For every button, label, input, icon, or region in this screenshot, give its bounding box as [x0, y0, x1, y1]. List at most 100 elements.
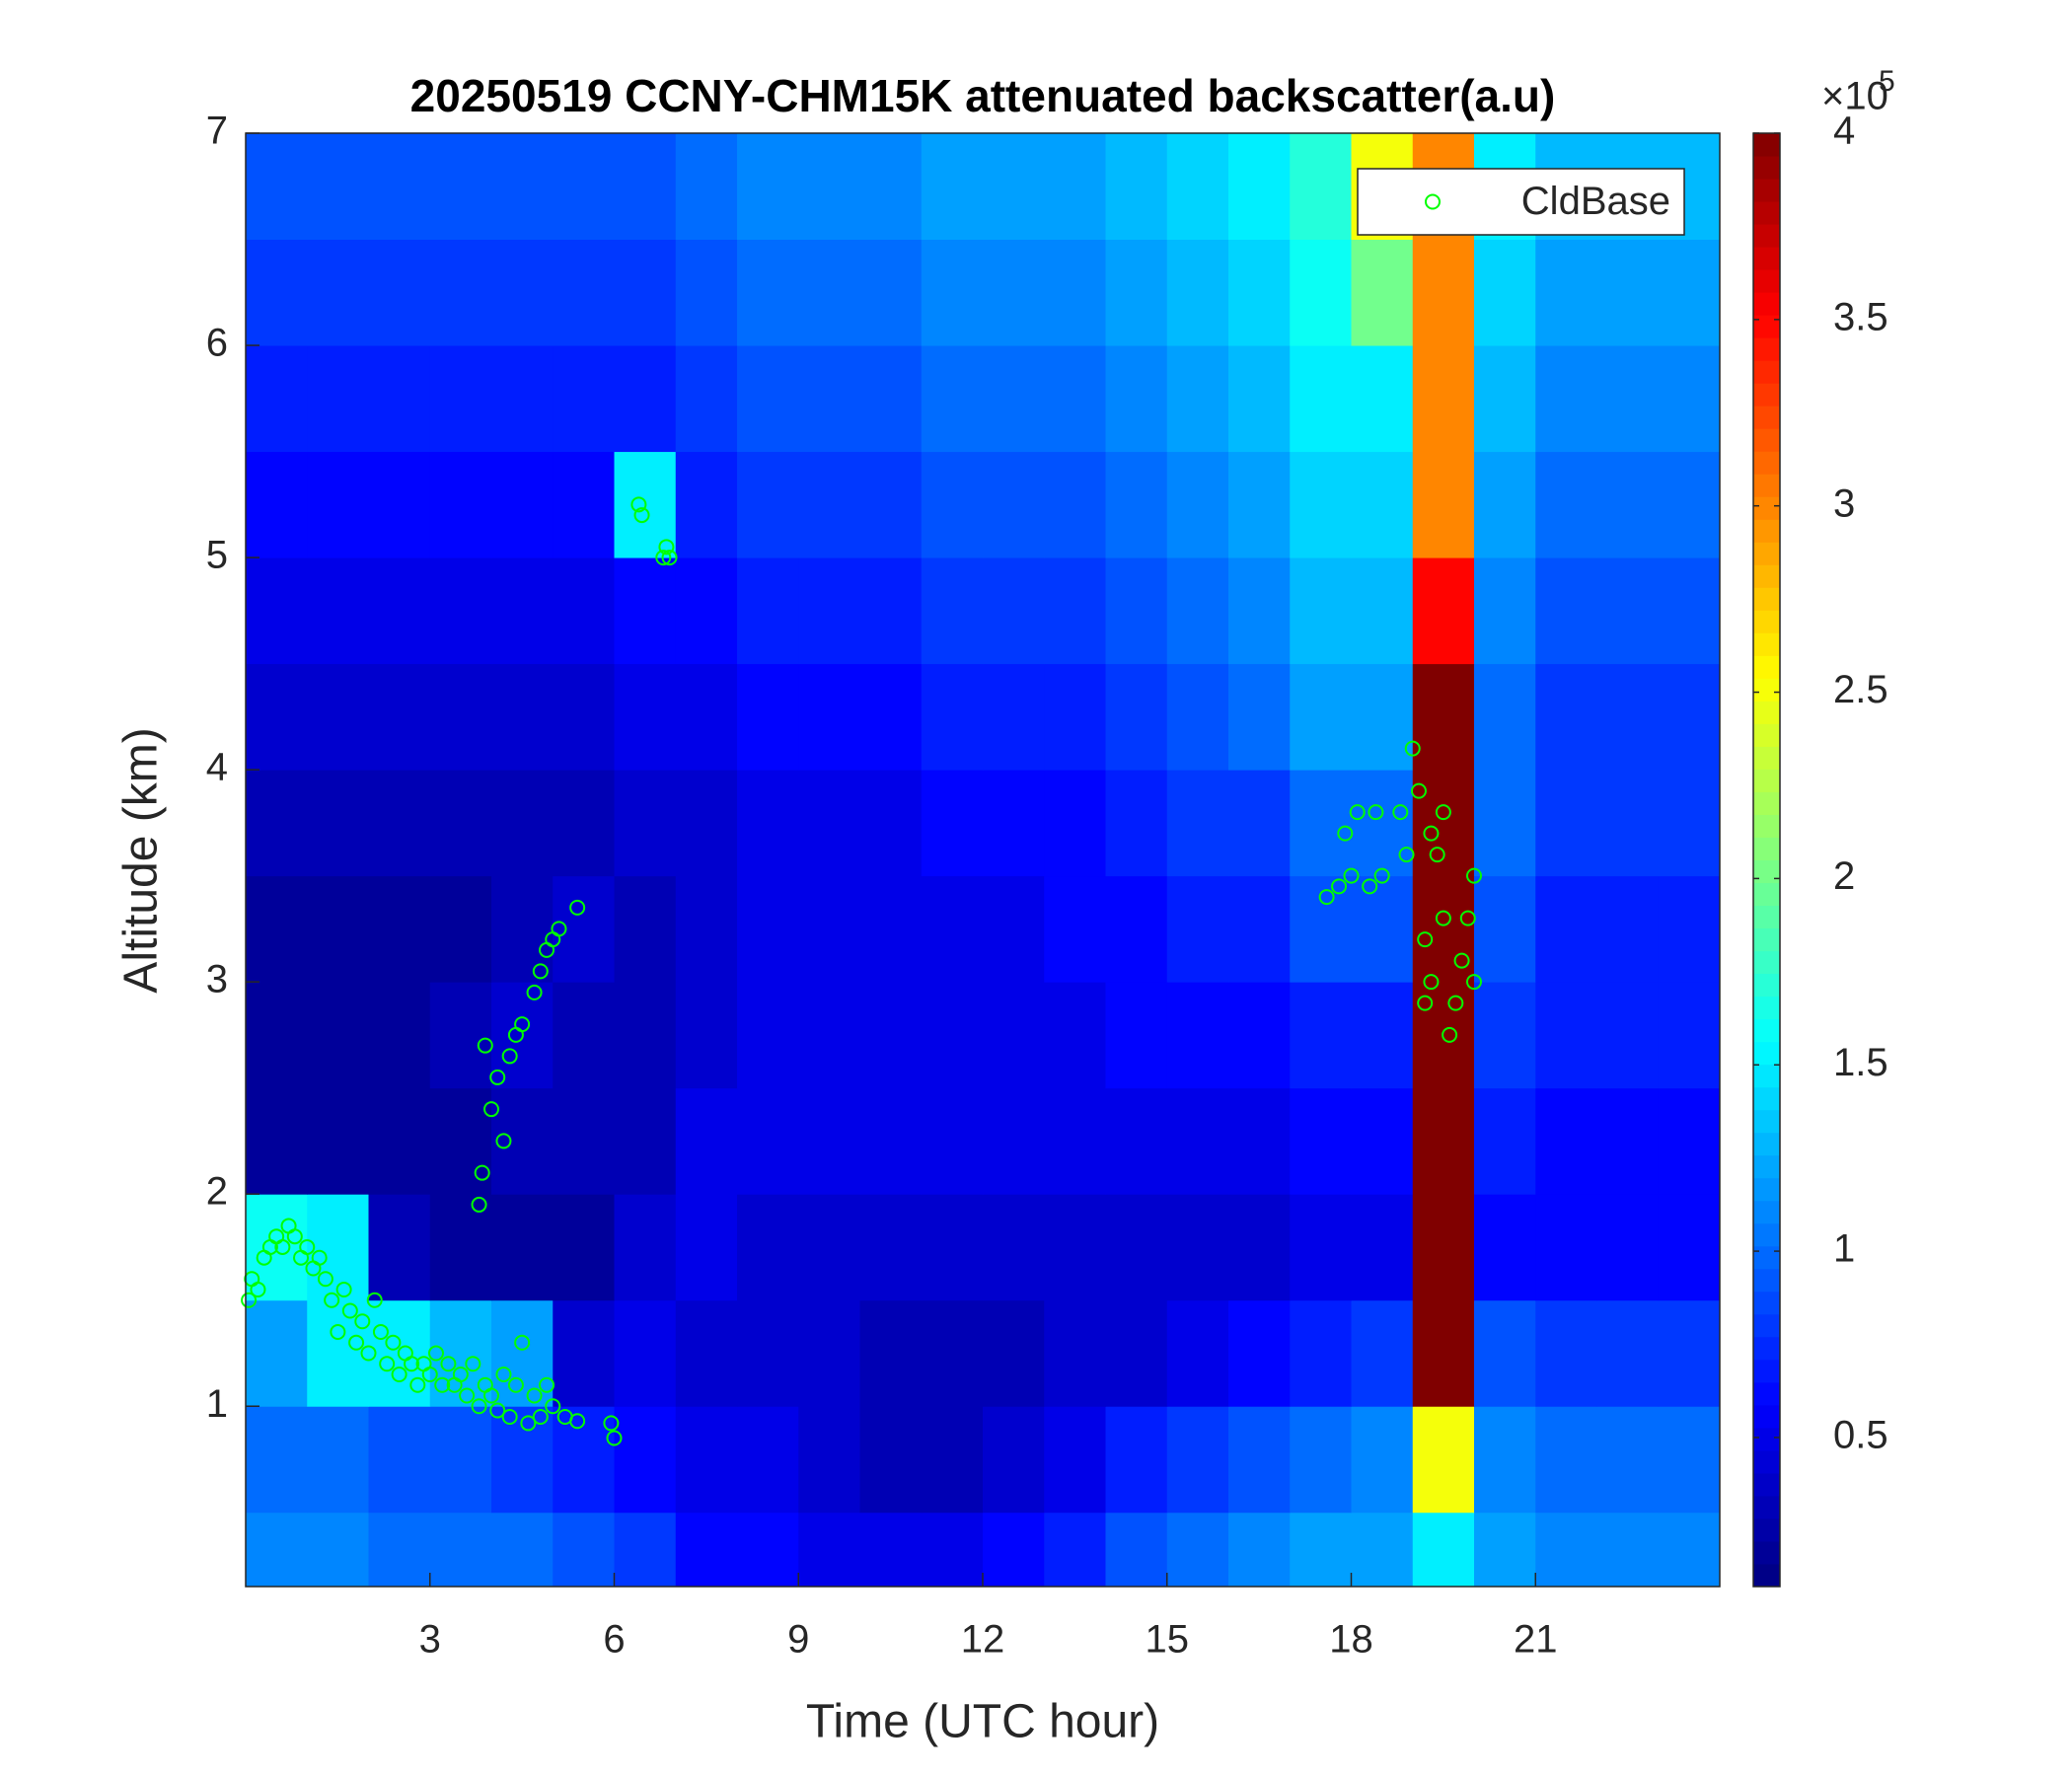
- colorbar-swatch: [1753, 746, 1780, 770]
- heat-cell: [1166, 451, 1229, 558]
- cloud-base-point: [655, 550, 672, 566]
- cloud-base-point: [501, 1048, 518, 1065]
- heat-cell: [675, 875, 738, 983]
- colorbar-swatch: [1753, 1404, 1780, 1429]
- colorbar-swatch: [1753, 179, 1780, 202]
- heat-cell: [553, 451, 615, 558]
- heat-cell: [246, 1087, 308, 1195]
- heat-cell: [1290, 982, 1352, 1089]
- cloud-base-point: [1447, 995, 1464, 1011]
- heatmap: [246, 133, 1721, 1588]
- heat-cell: [1596, 770, 1660, 877]
- x-tick-label: 21: [1514, 1618, 1558, 1662]
- heat-cell: [1166, 133, 1229, 241]
- cloud-base-point: [391, 1366, 407, 1382]
- heat-cell: [368, 1194, 431, 1301]
- cloud-base-point: [1466, 867, 1482, 884]
- heat-cell: [1044, 557, 1106, 665]
- cloud-base-point: [241, 1292, 258, 1308]
- colorbar-swatch: [1753, 1472, 1780, 1497]
- heat-cell: [798, 663, 860, 771]
- heat-cell: [737, 982, 799, 1089]
- heat-cell: [368, 982, 431, 1089]
- heat-cell: [1535, 1406, 1597, 1514]
- heat-cell: [368, 770, 431, 877]
- colorbar-swatch: [1753, 315, 1780, 338]
- heat-cell: [1658, 770, 1721, 877]
- heat-cell: [1166, 770, 1229, 877]
- cloud-base-point: [489, 1402, 506, 1419]
- heat-cell: [1044, 239, 1106, 346]
- heat-cell: [675, 133, 738, 241]
- heat-cell: [246, 770, 308, 877]
- heat-cell: [1351, 1299, 1414, 1407]
- heat-cell: [1166, 1299, 1229, 1407]
- heat-cell: [1105, 557, 1168, 665]
- heat-cell: [675, 451, 738, 558]
- heat-cell: [1535, 663, 1597, 771]
- x-tick-label: 3: [419, 1618, 441, 1662]
- heat-cell: [1351, 1406, 1414, 1514]
- heat-cell: [983, 1299, 1045, 1407]
- heat-cell: [491, 557, 554, 665]
- heat-cell: [1474, 1406, 1536, 1514]
- cloud-base-point: [434, 1376, 451, 1393]
- heat-cell: [1044, 345, 1106, 453]
- cloud-base-point: [385, 1334, 402, 1351]
- cloud-base-point: [661, 550, 678, 566]
- heat-cell: [368, 451, 431, 558]
- heat-cell: [246, 1512, 308, 1588]
- colorbar-swatch: [1753, 1336, 1780, 1361]
- colorbar-swatch: [1753, 1018, 1780, 1043]
- heat-cell: [368, 1406, 431, 1514]
- heat-cell: [737, 345, 799, 453]
- heat-cell: [675, 1512, 738, 1588]
- heat-cell: [307, 875, 369, 983]
- heat-cell: [921, 239, 984, 346]
- cloud-base-point: [658, 539, 675, 555]
- cloud-base-point: [348, 1334, 365, 1351]
- heat-cell: [1228, 345, 1291, 453]
- heat-cell: [737, 451, 799, 558]
- axes: 3 6 9 12 15 18 2112345670.511.522.533.54CldBas…: [206, 110, 1888, 1662]
- heat-cell: [921, 982, 984, 1089]
- cloud-base-point: [532, 963, 549, 980]
- heat-cell: [737, 663, 799, 771]
- heat-cell: [798, 982, 860, 1089]
- colorbar-tick-label: 3: [1833, 481, 1855, 525]
- cloud-base-point: [495, 1133, 512, 1149]
- colorbar-swatch: [1753, 201, 1780, 225]
- heat-cell: [1290, 1512, 1352, 1588]
- cloud-base-point: [633, 507, 650, 524]
- heat-cell: [1105, 451, 1168, 558]
- heat-cell: [1290, 345, 1352, 453]
- cloud-base-point: [1417, 995, 1434, 1011]
- heat-cell: [614, 1406, 677, 1514]
- heat-cell: [1351, 345, 1414, 453]
- heat-cell: [921, 1299, 984, 1407]
- heat-cell: [1044, 663, 1106, 771]
- heat-cell: [1535, 982, 1597, 1089]
- cloud-base-point: [526, 984, 543, 1000]
- heat-cell: [798, 1512, 860, 1588]
- heat-cell: [1596, 663, 1660, 771]
- heat-cell: [1166, 875, 1229, 983]
- heat-cell: [553, 239, 615, 346]
- cloud-base-point: [551, 921, 567, 937]
- cloud-base-point: [1417, 931, 1434, 948]
- cloud-base-point: [317, 1271, 333, 1288]
- heat-cell: [1228, 663, 1291, 771]
- heat-cell: [1658, 451, 1721, 558]
- heat-cell: [798, 875, 860, 983]
- heat-cell: [1412, 1406, 1475, 1514]
- colorbar-swatch: [1753, 882, 1780, 907]
- heat-cell: [983, 1512, 1045, 1588]
- heat-cell: [1658, 1087, 1721, 1195]
- heat-cell: [1351, 1512, 1414, 1588]
- heat-cell: [1166, 1406, 1229, 1514]
- cloud-base-point: [603, 1415, 620, 1432]
- heat-cell: [429, 239, 492, 346]
- heat-cell: [614, 557, 677, 665]
- heat-cell: [1412, 663, 1475, 771]
